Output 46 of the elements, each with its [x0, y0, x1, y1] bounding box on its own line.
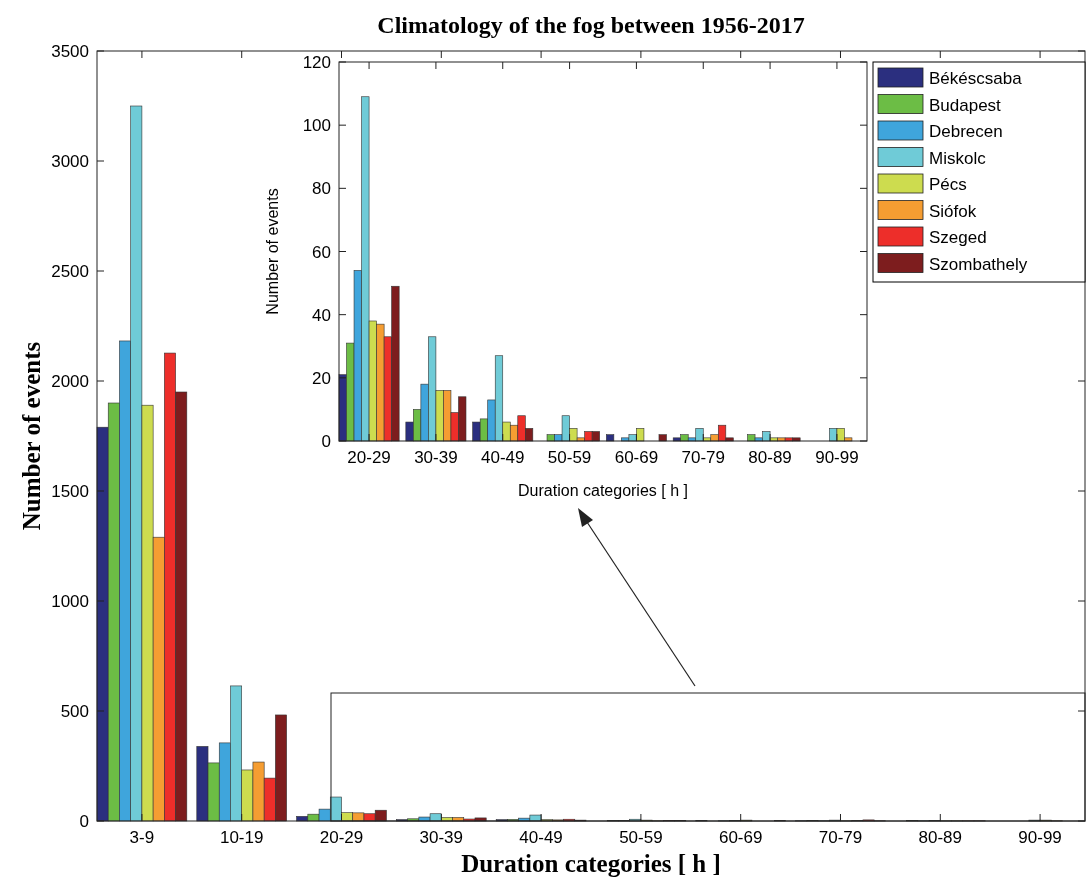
legend-label: Szombathely [929, 254, 1028, 274]
y-tick-label: 40 [312, 305, 331, 325]
x-tick-label: 90-99 [815, 448, 859, 467]
y-tick-label: 3000 [51, 152, 89, 171]
x-tick-label: 20-29 [319, 828, 364, 847]
x-tick-label: 60-69 [718, 828, 763, 847]
x-tick-label: 40-49 [519, 828, 563, 847]
legend-label: Debrecen [929, 122, 1003, 141]
y-tick-label: 0 [321, 432, 331, 451]
y-axis-title: Number of events [264, 188, 281, 315]
y-tick-label: 20 [312, 368, 331, 388]
x-tick-label: 3-9 [129, 828, 155, 847]
x-tick-label: 10-19 [219, 828, 264, 847]
x-tick-label: 80-89 [748, 448, 792, 467]
y-tick-label: 80 [312, 179, 331, 199]
x-axis-title: Duration categories [ h ] [518, 482, 688, 499]
x-tick-label: 60-69 [614, 448, 659, 467]
y-tick-label: 3500 [51, 42, 89, 61]
y-axis-title: Number of events [18, 341, 45, 531]
x-axis-title: Duration categories [ h ] [461, 850, 721, 877]
x-tick-label: 80-89 [918, 828, 963, 847]
legend-label: Szeged [929, 228, 987, 247]
x-tick-label: 20-29 [347, 448, 391, 467]
y-tick-label: 120 [302, 53, 331, 72]
y-tick-label: 2000 [51, 372, 89, 391]
x-tick-label: 50-59 [547, 448, 592, 467]
x-tick-label: 50-59 [619, 828, 663, 847]
legend-label: Pécs [929, 175, 967, 194]
y-tick-label: 100 [302, 116, 331, 136]
x-tick-label: 30-39 [419, 828, 464, 847]
chart-title: Climatology of the fog between 1956-2017 [377, 12, 805, 38]
legend-label: Békéscsaba [929, 69, 1023, 88]
y-tick-label: 1000 [51, 592, 89, 611]
y-tick-label: 2500 [51, 262, 89, 281]
x-tick-label: 70-79 [681, 448, 725, 467]
legend-label: Siófok [929, 201, 977, 221]
y-tick-label: 1500 [51, 482, 89, 501]
x-tick-label: 70-79 [818, 828, 863, 847]
x-tick-label: 30-39 [414, 448, 458, 467]
x-tick-label: 90-99 [1018, 828, 1062, 847]
x-tick-label: 40-49 [481, 448, 525, 467]
legend-label: Miskolc [929, 148, 987, 168]
y-tick-label: 0 [79, 812, 89, 831]
y-tick-label: 500 [60, 702, 89, 721]
legend-label: Budapest [929, 95, 1002, 115]
y-tick-label: 60 [312, 242, 331, 262]
